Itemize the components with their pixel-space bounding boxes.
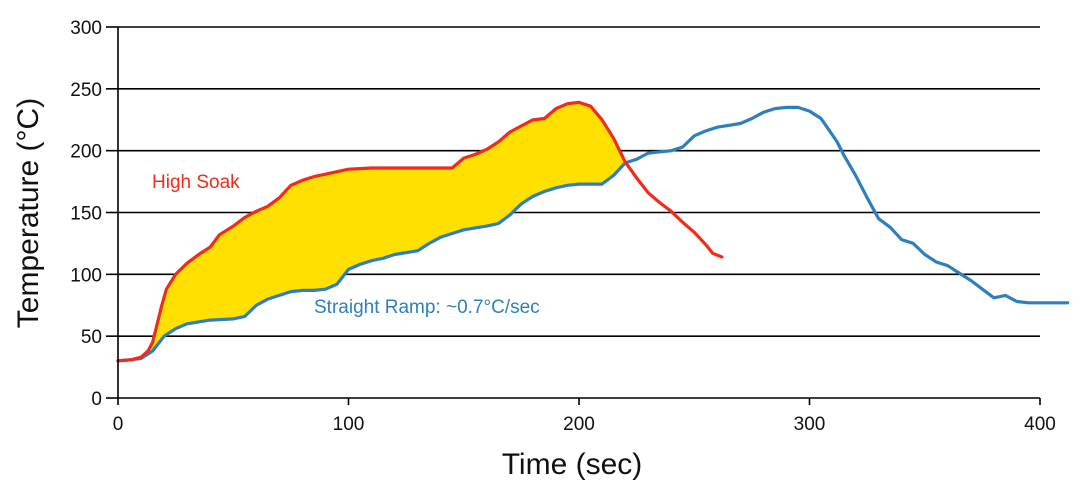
x-axis-title: Time (sec) (502, 448, 643, 481)
x-tick-label: 400 (1024, 414, 1056, 435)
annotation-straight-ramp: Straight Ramp: ~0.7°C/sec (314, 297, 540, 318)
x-tick-label: 300 (794, 414, 826, 435)
y-tick-label: 250 (70, 80, 102, 101)
x-tick-label: 100 (333, 414, 365, 435)
y-tick-label: 100 (70, 265, 102, 286)
y-tick-label: 150 (70, 204, 102, 225)
axis-ticks: 0 50 100 150 200 250 300 0 100 200 300 400 (70, 18, 1056, 435)
soak-difference-area (118, 102, 627, 361)
y-tick-label: 50 (81, 327, 102, 348)
x-tick-label: 200 (563, 414, 595, 435)
series-line-straight-ramp (116, 105, 1070, 363)
annotation-high-soak: High Soak (152, 172, 240, 193)
x-tick-label: 0 (113, 414, 124, 435)
series-line-high-soak (116, 100, 724, 363)
y-axis-title: Temperature (°C) (12, 98, 45, 328)
y-tick-label: 0 (91, 389, 102, 410)
y-tick-label: 200 (70, 142, 102, 163)
y-tick-label: 300 (70, 18, 102, 39)
